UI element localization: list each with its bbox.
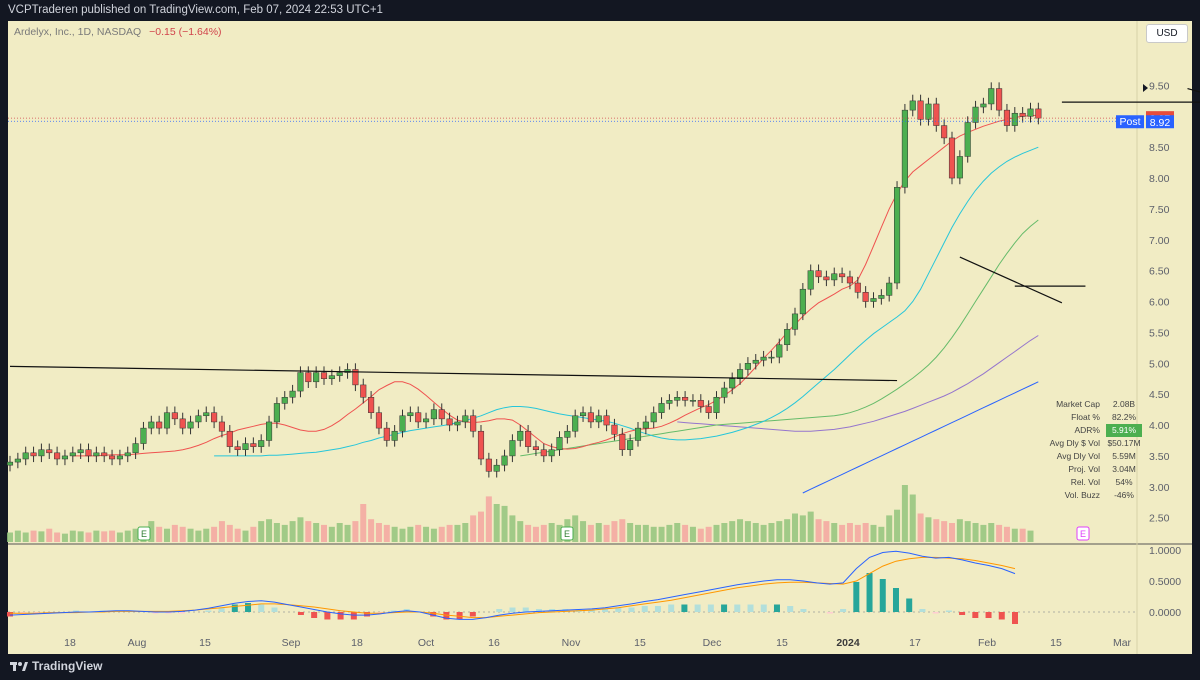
stats-label: Avg Dly Vol (1056, 451, 1100, 461)
stats-row: Market Cap 2.08B (1040, 398, 1142, 411)
stats-value: $50.17M (1107, 438, 1141, 448)
stats-row: ADR% 5.91% (1040, 424, 1142, 437)
stats-row: Proj. Vol 3.04M (1040, 463, 1142, 476)
stats-value: 82.2% (1111, 412, 1137, 422)
stats-value: 54% (1115, 477, 1133, 487)
stats-label: ADR% (1074, 425, 1100, 435)
stats-row: Vol. Buzz -46% (1040, 489, 1142, 502)
stats-label: Vol. Buzz (1064, 490, 1100, 500)
publish-bar: VCPTraderen published on TradingView.com… (0, 0, 1200, 21)
stats-row: Avg Dly $ Vol $50.17M (1040, 437, 1142, 450)
stats-label: Float % (1071, 412, 1100, 422)
stats-row: Rel. Vol 54% (1040, 476, 1142, 489)
stats-label: Rel. Vol (1070, 477, 1100, 487)
symbol-legend: Ardelyx, Inc., 1D, NASDAQ −0.15 (−1.64%) (14, 26, 222, 38)
symbol-name: Ardelyx, Inc., 1D, NASDAQ (14, 26, 142, 38)
stats-value: 2.08B (1112, 399, 1136, 409)
stats-label: Avg Dly $ Vol (1049, 438, 1100, 448)
stats-table: Market Cap 2.08B Float % 82.2% ADR% 5.91% Avg … (1040, 398, 1142, 502)
footer-bar: TradingView (0, 654, 1200, 680)
stats-value: 3.04M (1112, 464, 1136, 474)
stats-value: 5.91% (1106, 424, 1142, 437)
price-change: −0.15 (−1.64%) (149, 26, 222, 38)
publish-text: VCPTraderen published on TradingView.com… (8, 4, 383, 16)
stats-label: Market Cap (1056, 399, 1100, 409)
tradingview-icon (10, 662, 28, 671)
stats-row: Avg Dly Vol 5.59M (1040, 450, 1142, 463)
chart-area[interactable] (8, 21, 1192, 654)
stats-label: Proj. Vol (1068, 464, 1100, 474)
tradingview-logo[interactable]: TradingView (10, 659, 102, 673)
stats-row: Float % 82.2% (1040, 411, 1142, 424)
brand-text: TradingView (32, 659, 103, 673)
stats-value: 5.59M (1112, 451, 1136, 461)
currency-button[interactable]: USD (1146, 24, 1188, 43)
stats-value: -46% (1114, 490, 1134, 500)
